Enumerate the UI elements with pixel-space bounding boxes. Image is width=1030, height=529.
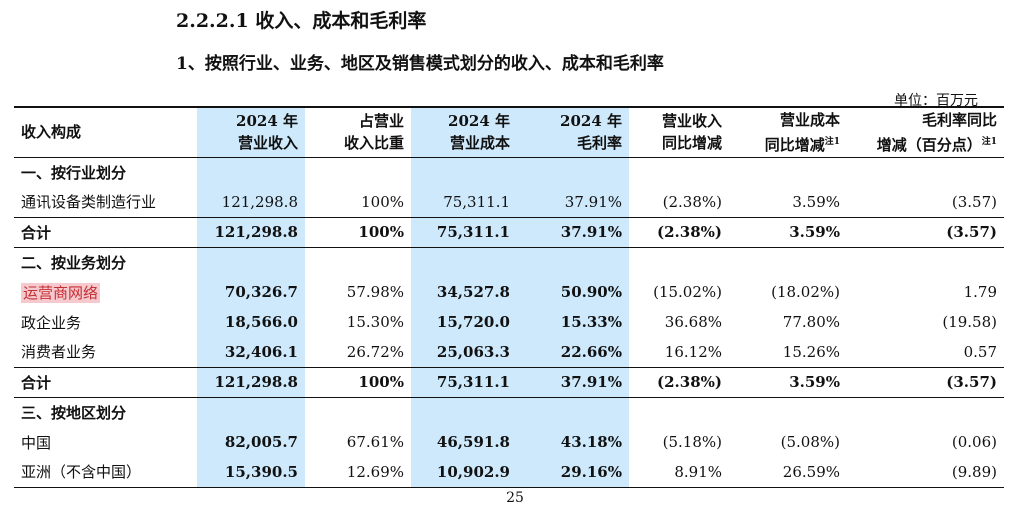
table-row: 消费者业务 32,406.1 26.72% 25,063.3 22.66% 16…	[14, 337, 1004, 367]
row-label: 合计	[21, 223, 52, 242]
col-header-revenue-yoy: 营业收入 同比增减	[661, 112, 722, 153]
cell-revenue: 121,298.8	[197, 367, 305, 397]
page-number: 25	[506, 490, 524, 506]
cell-share: 26.72%	[346, 342, 404, 361]
section-title: 二、按业务划分	[21, 253, 127, 272]
cell-cost: 75,311.1	[411, 367, 517, 397]
col-header-margin-yoy: 毛利率同比 增减（百分点）注1	[876, 110, 997, 154]
cell-margin-yoy: 0.57	[963, 342, 997, 361]
section-title: 三、按地区划分	[21, 403, 127, 422]
cell-revenue-yoy: (2.38%)	[657, 373, 722, 391]
row-label: 通讯设备类制造行业	[21, 193, 157, 212]
cell-revenue-yoy: 36.68%	[664, 313, 722, 331]
cell-cost-yoy: 15.26%	[782, 342, 840, 361]
unit-label: 单位：百万元	[894, 93, 978, 109]
cell-cost: 46,591.8	[411, 427, 517, 457]
total-row: 合计 121,298.8 100% 75,311.1 37.91% (2.38%…	[14, 217, 1004, 247]
cell-revenue: 18,566.0	[197, 307, 305, 337]
row-label: 政企业务	[21, 313, 82, 332]
total-row: 合计 121,298.8 100% 75,311.1 37.91% (2.38%…	[14, 367, 1004, 397]
section-row-business: 二、按业务划分	[14, 247, 1004, 277]
cell-cost-yoy: 77.80%	[782, 313, 840, 331]
cell-revenue: 32,406.1	[197, 337, 305, 367]
col-header-cost: 2024 年营业成本	[411, 107, 517, 157]
col-header-revenue-share: 占营业 收入比重	[343, 112, 404, 153]
cell-cost: 15,720.0	[411, 307, 517, 337]
row-label: 合计	[21, 373, 52, 392]
revenue-cost-margin-table: 收入构成 2024 年营业收入 占营业 收入比重 2024 年营业成本 2024 …	[14, 106, 1004, 488]
cell-cost-yoy: (5.08%)	[780, 433, 840, 451]
cell-cost-yoy: 3.59%	[792, 192, 840, 211]
cell-cost: 34,527.8	[411, 277, 517, 307]
cell-revenue: 82,005.7	[197, 427, 305, 457]
cell-share: 100%	[361, 192, 404, 211]
cell-margin: 37.91%	[517, 187, 629, 217]
highlighted-row-label: 运营商网络	[21, 282, 101, 303]
cell-margin: 22.66%	[517, 337, 629, 367]
section-row-industry: 一、按行业划分	[14, 157, 1004, 187]
col-header-cost-yoy: 营业成本 同比增减注1	[764, 110, 840, 154]
cell-revenue-yoy: (5.18%)	[662, 433, 722, 451]
subsection-heading: 1、按照行业、业务、地区及销售模式划分的收入、成本和毛利率	[176, 54, 664, 74]
cell-revenue: 121,298.8	[197, 187, 305, 217]
cell-margin: 15.33%	[517, 307, 629, 337]
cell-margin-yoy: (3.57)	[946, 373, 997, 391]
cell-share: 15.30%	[346, 313, 404, 331]
footnote-marker: 注1	[981, 136, 997, 147]
cell-revenue-yoy: (2.38%)	[657, 223, 722, 241]
cell-cost: 10,902.9	[411, 457, 517, 487]
cell-cost-yoy: 26.59%	[782, 462, 840, 481]
cell-cost-yoy: (18.02%)	[771, 283, 840, 301]
table-row: 通讯设备类制造行业 121,298.8 100% 75,311.1 37.91%…	[14, 187, 1004, 217]
cell-cost: 75,311.1	[411, 187, 517, 217]
table-row: 亚洲（不含中国） 15,390.5 12.69% 10,902.9 29.16%…	[14, 457, 1004, 487]
cell-margin: 37.91%	[517, 217, 629, 247]
table-row: 政企业务 18,566.0 15.30% 15,720.0 15.33% 36.…	[14, 307, 1004, 337]
cell-share: 67.61%	[346, 433, 404, 451]
col-header-revenue: 2024 年营业收入	[197, 107, 305, 157]
cell-revenue-yoy: 16.12%	[664, 342, 722, 361]
col-header-composition: 收入构成	[21, 123, 82, 142]
cell-cost-yoy: 3.59%	[789, 373, 840, 391]
footnote-marker: 注1	[824, 136, 840, 147]
col-header-gross-margin: 2024 年毛利率	[517, 107, 629, 157]
cell-margin-yoy: (0.06)	[951, 433, 997, 451]
cell-revenue: 15,390.5	[197, 457, 305, 487]
cell-margin-yoy: (19.58)	[942, 313, 997, 331]
cell-margin: 43.18%	[517, 427, 629, 457]
cell-cost: 25,063.3	[411, 337, 517, 367]
cell-cost-yoy: 3.59%	[789, 223, 840, 241]
cell-margin: 37.91%	[517, 367, 629, 397]
table-row: 运营商网络 70,326.7 57.98% 34,527.8 50.90% (1…	[14, 277, 1004, 307]
table-row: 中国 82,005.7 67.61% 46,591.8 43.18% (5.18…	[14, 427, 1004, 457]
cell-revenue-yoy: 8.91%	[674, 462, 722, 481]
section-title: 一、按行业划分	[21, 163, 127, 182]
cell-revenue-yoy: (2.38%)	[662, 192, 722, 211]
cell-margin-yoy: (3.57)	[946, 223, 997, 241]
cell-revenue: 70,326.7	[197, 277, 305, 307]
row-label-cell: 运营商网络	[14, 277, 197, 307]
cell-share: 57.98%	[346, 283, 404, 301]
row-label: 亚洲（不含中国）	[21, 463, 142, 482]
cell-margin-yoy: (3.57)	[951, 192, 997, 211]
cell-share: 100%	[358, 223, 404, 241]
cell-margin-yoy: (9.89)	[951, 462, 997, 481]
cell-margin: 29.16%	[517, 457, 629, 487]
row-label: 消费者业务	[21, 343, 97, 362]
cell-share: 12.69%	[346, 462, 404, 481]
section-row-region: 三、按地区划分	[14, 397, 1004, 427]
cell-revenue: 121,298.8	[197, 217, 305, 247]
cell-cost: 75,311.1	[411, 217, 517, 247]
cell-margin-yoy: 1.79	[963, 283, 997, 301]
cell-revenue-yoy: (15.02%)	[653, 283, 722, 301]
header-row: 收入构成 2024 年营业收入 占营业 收入比重 2024 年营业成本 2024 …	[14, 107, 1004, 157]
row-label: 中国	[21, 433, 52, 452]
cell-share: 100%	[358, 373, 404, 391]
cell-margin: 50.90%	[517, 277, 629, 307]
section-heading: 2.2.2.1 收入、成本和毛利率	[176, 10, 427, 32]
